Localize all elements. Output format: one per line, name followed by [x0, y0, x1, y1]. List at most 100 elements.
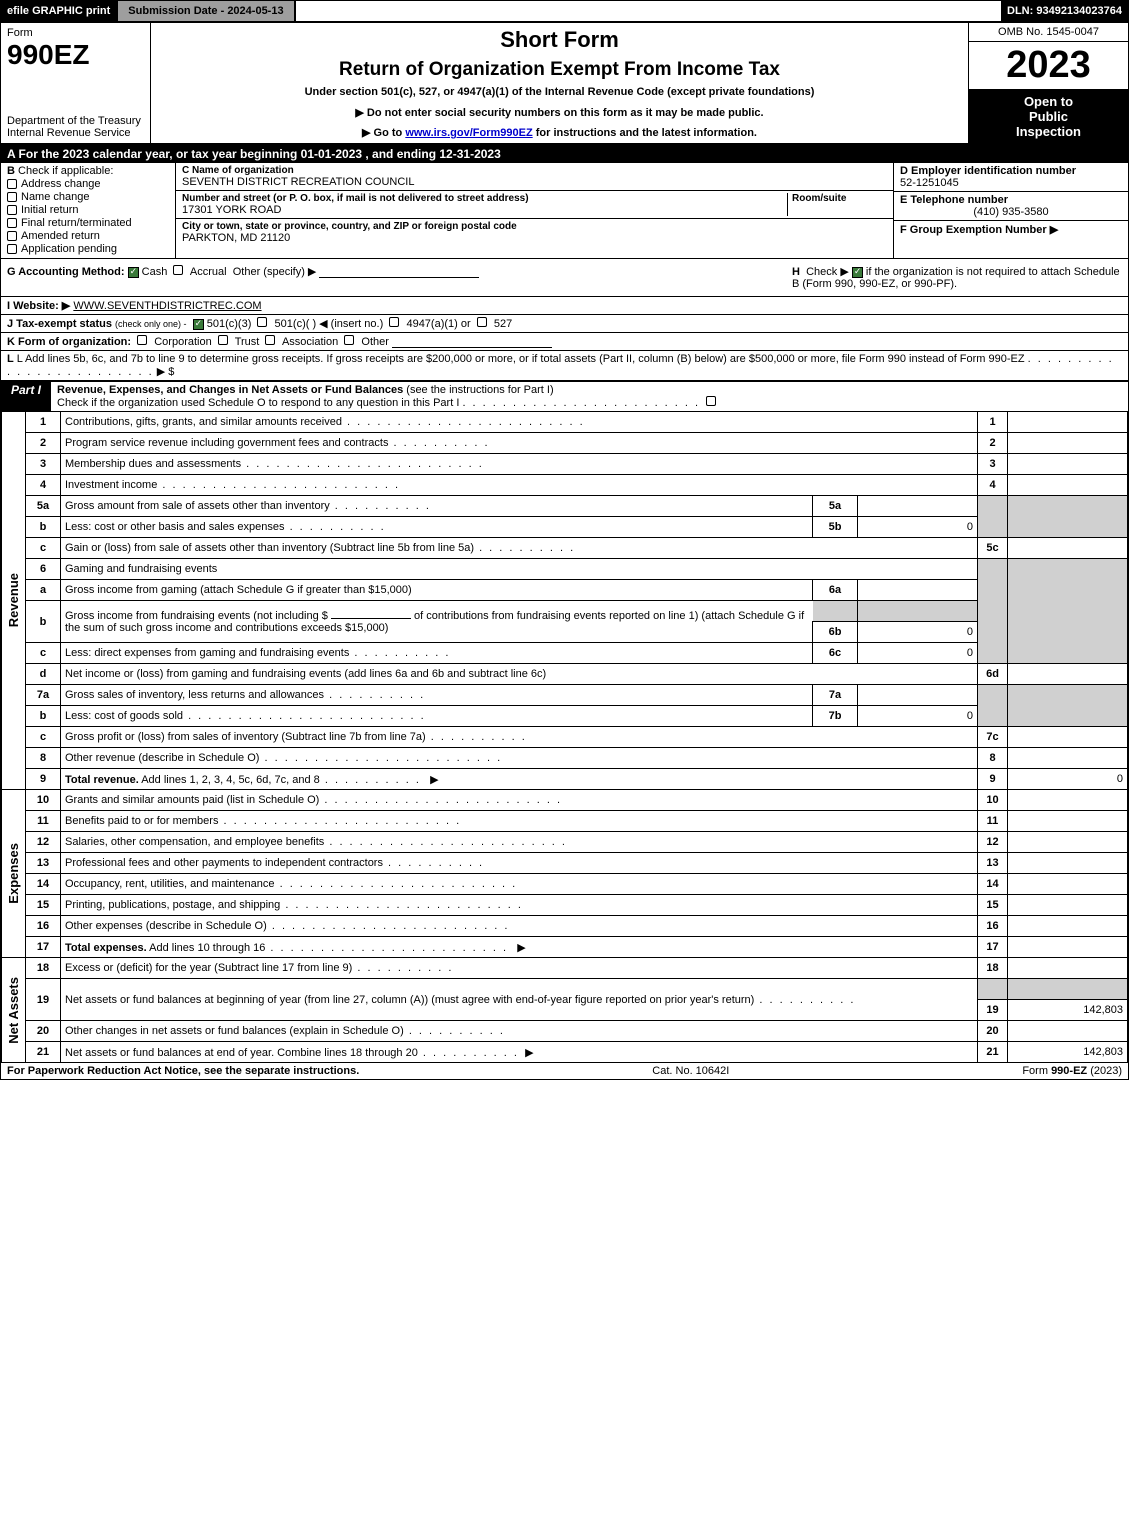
checkbox-accrual[interactable]: [173, 265, 183, 275]
line-4: 4 Investment income 4: [2, 475, 1128, 496]
spacer: [296, 1, 1001, 21]
line-text: Gross income from fundraising events (no…: [61, 601, 813, 643]
line-num: 16: [26, 916, 61, 937]
text: Other expenses (describe in Schedule O): [65, 920, 267, 932]
instr-pre: ▶ Go to: [362, 127, 405, 139]
rnum: 11: [978, 811, 1008, 832]
checkbox-501c3[interactable]: [193, 319, 204, 330]
line-num: c: [26, 538, 61, 559]
dots: [404, 1025, 505, 1037]
footer-right-bold: 990-EZ: [1051, 1065, 1087, 1077]
part1-title-rest: (see the instructions for Part I): [403, 384, 553, 396]
checkbox-schedule-o[interactable]: [706, 396, 716, 406]
line-6c: c Less: direct expenses from gaming and …: [2, 643, 1128, 664]
checkbox-527[interactable]: [477, 317, 487, 327]
instr-ssn: ▶ Do not enter social security numbers o…: [157, 106, 962, 119]
text: Net assets or fund balances at end of ye…: [65, 1047, 418, 1059]
inner-amount: [858, 580, 978, 601]
row-i: I Website: ▶ WWW.SEVENTHDISTRICTREC.COM: [1, 297, 1128, 315]
line-13: 13 Professional fees and other payments …: [2, 853, 1128, 874]
line-num: 8: [26, 748, 61, 769]
line-num: 5a: [26, 496, 61, 517]
rnum: 14: [978, 874, 1008, 895]
checkbox-other[interactable]: [344, 335, 354, 345]
header-row: Form 990EZ Department of the Treasury In…: [1, 23, 1128, 145]
phone-label: E Telephone number: [900, 194, 1008, 206]
dln-label: DLN: 93492134023764: [1001, 1, 1128, 21]
check-amended-return[interactable]: Amended return: [7, 230, 169, 242]
website-link[interactable]: WWW.SEVENTHDISTRICTREC.COM: [73, 300, 261, 312]
info-block: B Check if applicable: Address change Na…: [1, 163, 1128, 259]
amount: [1008, 475, 1128, 496]
amount: [1008, 937, 1128, 958]
text: Contributions, gifts, grants, and simila…: [65, 416, 342, 428]
line-18: Net Assets 18 Excess or (deficit) for th…: [2, 958, 1128, 979]
l-arrow: ▶ $: [157, 366, 175, 378]
col-de: D Employer identification number 52-1251…: [893, 163, 1128, 258]
line-2: 2 Program service revenue including gove…: [2, 433, 1128, 454]
line-text: Total revenue. Add lines 1, 2, 3, 4, 5c,…: [61, 769, 978, 790]
checkbox-trust[interactable]: [218, 335, 228, 345]
checkbox-cash[interactable]: [128, 267, 139, 278]
rnum: 9: [978, 769, 1008, 790]
text: Professional fees and other payments to …: [65, 857, 383, 869]
line-10: Expenses 10 Grants and similar amounts p…: [2, 790, 1128, 811]
amount: [1008, 916, 1128, 937]
amount: [1008, 538, 1128, 559]
line-1: Revenue 1 Contributions, gifts, grants, …: [2, 412, 1128, 433]
b-check-label: Check if applicable:: [18, 165, 113, 177]
other-blank: [319, 266, 479, 278]
checkbox-501c[interactable]: [257, 317, 267, 327]
inner-amount: [858, 496, 978, 517]
instr-link[interactable]: www.irs.gov/Form990EZ: [405, 127, 532, 139]
net-assets-label: Net Assets: [6, 977, 21, 1044]
k-other: Other: [361, 336, 389, 348]
name-label: C Name of organization: [182, 165, 294, 176]
check-application-pending[interactable]: Application pending: [7, 243, 169, 255]
inner-num: 7b: [813, 706, 858, 727]
amount: [1008, 895, 1128, 916]
amount: [1008, 958, 1128, 979]
rnum: 3: [978, 454, 1008, 475]
check-initial-return[interactable]: Initial return: [7, 204, 169, 216]
check-address-change[interactable]: Address change: [7, 178, 169, 190]
dots: [462, 397, 700, 409]
street-value: 17301 YORK ROAD: [182, 204, 281, 216]
line-7b: b Less: cost of goods sold 7b 0: [2, 706, 1128, 727]
checkbox-4947[interactable]: [389, 317, 399, 327]
dots: [157, 479, 400, 491]
k-assoc: Association: [282, 336, 338, 348]
line-num: b: [26, 706, 61, 727]
checkbox-corp[interactable]: [137, 335, 147, 345]
line-16: 16 Other expenses (describe in Schedule …: [2, 916, 1128, 937]
line-num: 18: [26, 958, 61, 979]
h-check: Check ▶: [806, 266, 849, 278]
gray-cell: [978, 685, 1008, 727]
row-k: K Form of organization: Corporation Trus…: [1, 333, 1128, 351]
gray-cell: [1008, 496, 1128, 538]
check-final-return[interactable]: Final return/terminated: [7, 217, 169, 229]
line-num: 9: [26, 769, 61, 790]
phone-value: (410) 935-3580: [900, 206, 1122, 218]
line-text: Net assets or fund balances at end of ye…: [61, 1042, 978, 1063]
amount: [1008, 790, 1128, 811]
dots: [342, 416, 585, 428]
amount: [1008, 664, 1128, 685]
rnum: 7c: [978, 727, 1008, 748]
line-text: Gaming and fundraising events: [61, 559, 978, 580]
other-label: Other (specify) ▶: [233, 266, 317, 278]
text: Grants and similar amounts paid (list in…: [65, 794, 319, 806]
line-num: 14: [26, 874, 61, 895]
checkbox-h[interactable]: [852, 267, 863, 278]
line-num: 12: [26, 832, 61, 853]
inner-num: 6a: [813, 580, 858, 601]
check-label: Amended return: [21, 230, 100, 242]
check-label: Final return/terminated: [21, 217, 132, 229]
dots: [418, 1047, 519, 1059]
text1: Gross income from fundraising events (no…: [65, 610, 328, 622]
checkbox-assoc[interactable]: [265, 335, 275, 345]
line-text: Occupancy, rent, utilities, and maintena…: [61, 874, 978, 895]
gray-cell: [813, 601, 858, 622]
check-name-change[interactable]: Name change: [7, 191, 169, 203]
rnum: 21: [978, 1042, 1008, 1063]
